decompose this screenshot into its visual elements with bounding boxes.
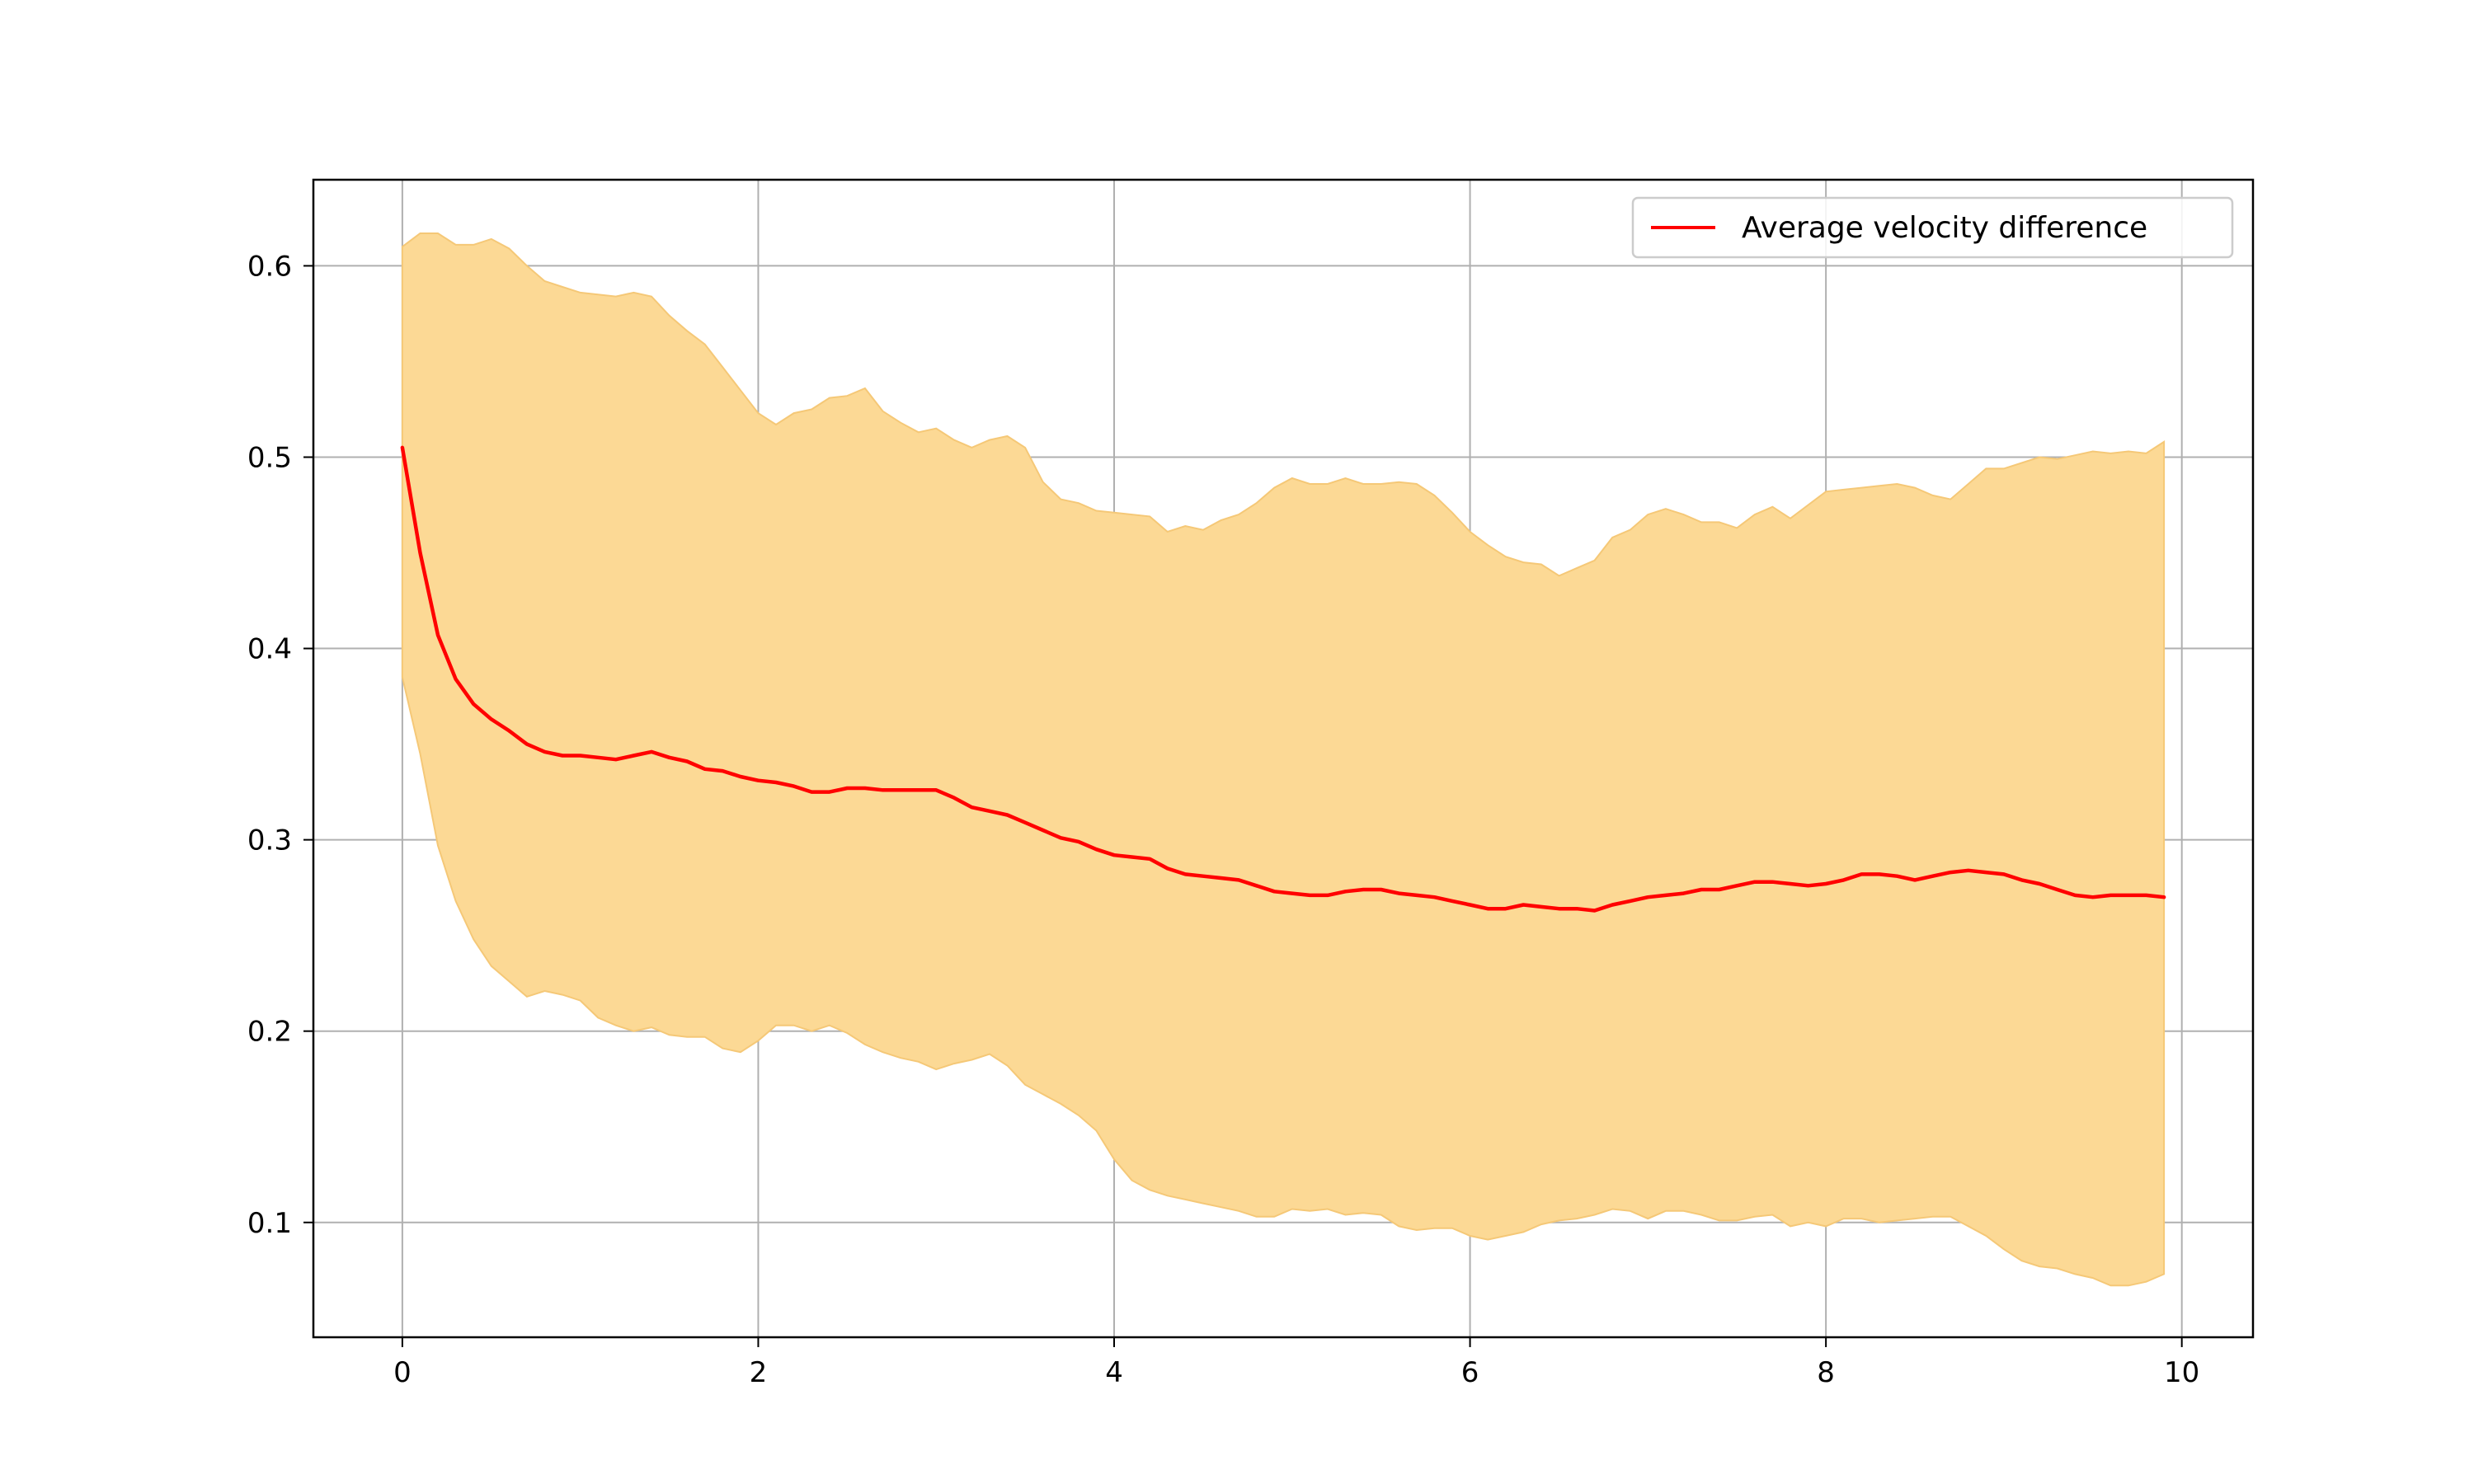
axis-ticks: 0 2 4 6 8 10 0.1 0.2 0.3 0.4 0.5 0.6	[247, 250, 2199, 1389]
x-tick-label: 6	[1461, 1356, 1479, 1389]
legend-box	[1631, 196, 2234, 259]
y-tick-label: 0.2	[247, 1016, 292, 1049]
plot-area-frame	[312, 178, 2255, 1339]
confidence-band	[401, 232, 2166, 1287]
series-line-average-velocity-difference	[400, 445, 2166, 913]
band-layer	[401, 232, 2166, 1287]
x-tick-label: 2	[750, 1356, 768, 1389]
y-tick-label: 0.3	[247, 824, 292, 857]
line-layer	[400, 445, 2166, 913]
x-tick-label: 8	[1817, 1356, 1835, 1389]
legend-label: Average velocity difference	[1742, 211, 2147, 245]
y-tick-label: 0.1	[247, 1207, 292, 1240]
x-tick-label: 0	[393, 1356, 412, 1389]
x-tick-label: 10	[2164, 1356, 2199, 1389]
y-tick-label: 0.4	[247, 633, 292, 666]
y-tick-label: 0.5	[247, 441, 292, 474]
legend: Average velocity difference	[1631, 196, 2234, 259]
x-tick-label: 4	[1105, 1356, 1123, 1389]
y-tick-label: 0.6	[247, 250, 292, 283]
